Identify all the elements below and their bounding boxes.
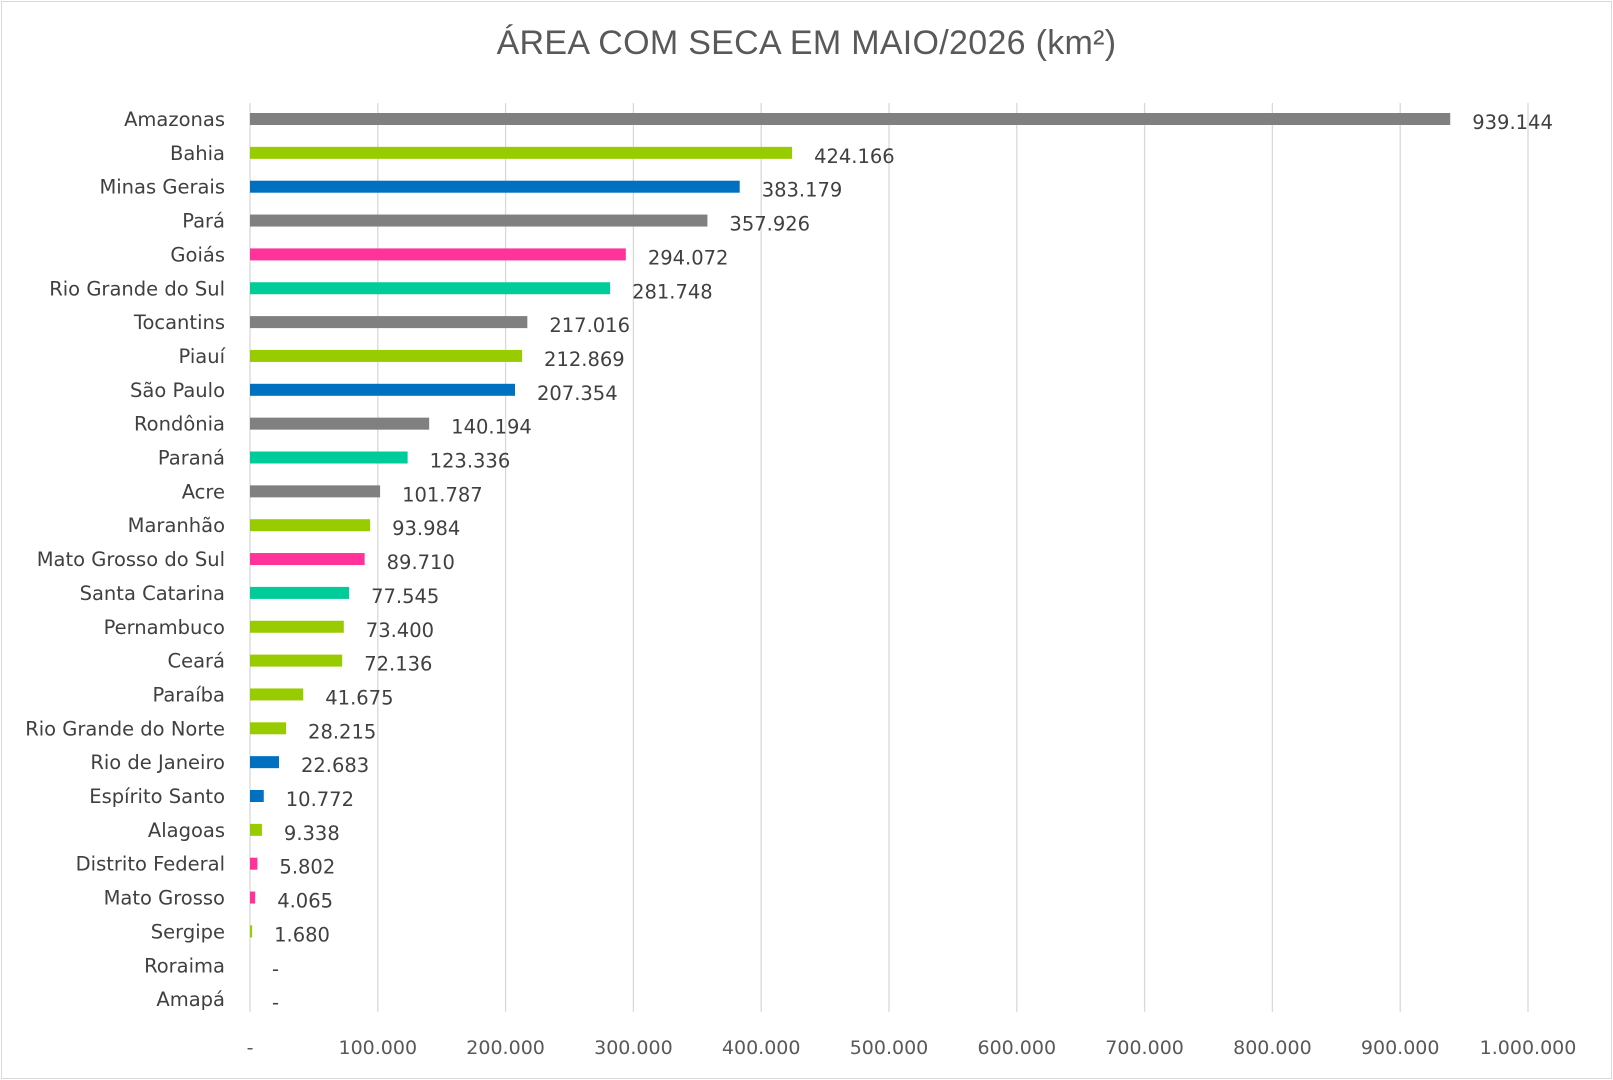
x-tick-label: - xyxy=(247,1037,254,1059)
gridlines xyxy=(249,103,1529,1012)
category-label: Minas Gerais xyxy=(99,176,225,199)
data-label: 207.354 xyxy=(537,382,618,405)
data-label: 424.166 xyxy=(814,145,895,168)
x-tick-label: 900.000 xyxy=(1361,1037,1440,1059)
bar xyxy=(250,451,408,464)
data-label: 212.869 xyxy=(544,348,625,371)
category-label: Sergipe xyxy=(151,920,225,943)
data-label: 281.748 xyxy=(632,280,713,303)
category-label: Tocantins xyxy=(133,311,225,334)
category-label: Paraná xyxy=(158,447,225,470)
data-label: 217.016 xyxy=(549,314,630,337)
data-label: 28.215 xyxy=(308,720,376,743)
data-label: 10.772 xyxy=(286,788,354,811)
bar xyxy=(250,857,258,870)
x-tick-label: 300.000 xyxy=(594,1037,673,1059)
x-tick-label: 600.000 xyxy=(978,1037,1057,1059)
category-labels: Amazonas Bahia Minas Gerais Pará Goiás Rio Gr… xyxy=(25,108,225,1011)
bar xyxy=(250,654,343,667)
bar xyxy=(250,113,1451,125)
x-axis-ticks: - 100.000 200.000 300.000 400.000 500.000 600.… xyxy=(247,1037,1577,1059)
category-label: Espírito Santo xyxy=(89,785,225,808)
x-tick-label: 500.000 xyxy=(850,1037,929,1059)
data-label: 4.065 xyxy=(277,890,333,913)
category-label: Ceará xyxy=(167,650,225,673)
category-label: Santa Catarina xyxy=(80,582,225,605)
bars xyxy=(250,113,1451,938)
bar xyxy=(250,519,371,532)
category-label: Goiás xyxy=(170,243,225,266)
bar xyxy=(250,553,365,566)
data-label: 77.545 xyxy=(371,585,439,608)
category-label: Bahia xyxy=(170,142,225,165)
bar xyxy=(250,586,350,599)
bar xyxy=(250,485,381,498)
bar xyxy=(250,790,264,802)
data-label: 939.144 xyxy=(1472,111,1553,134)
data-label: 294.072 xyxy=(648,246,729,269)
category-label: Acre xyxy=(182,480,225,503)
data-label: 5.802 xyxy=(279,856,335,879)
data-label: 123.336 xyxy=(430,450,511,473)
data-label: - xyxy=(272,991,279,1014)
category-label: Paraíba xyxy=(152,683,225,706)
bar xyxy=(250,620,344,633)
bar xyxy=(250,282,611,295)
bar xyxy=(250,823,262,836)
category-label: Pará xyxy=(182,210,225,233)
x-tick-label: 800.000 xyxy=(1233,1037,1312,1059)
data-label: - xyxy=(272,957,279,980)
bar xyxy=(250,925,253,938)
category-label: Amazonas xyxy=(124,108,225,131)
bar xyxy=(250,214,708,227)
category-label: Mato Grosso do Sul xyxy=(37,548,225,571)
bar xyxy=(250,688,304,701)
data-label: 72.136 xyxy=(364,653,432,676)
x-tick-label: 1.000.000 xyxy=(1480,1037,1577,1059)
category-label: Pernambuco xyxy=(104,616,225,639)
bar xyxy=(250,146,793,159)
category-label: Rio Grande do Sul xyxy=(49,277,225,300)
category-label: Distrito Federal xyxy=(76,853,225,876)
chart-title: ÁREA COM SECA EM MAIO/2026 (km²) xyxy=(496,24,1117,62)
data-label: 89.710 xyxy=(387,551,455,574)
data-label: 101.787 xyxy=(402,483,483,506)
category-label: Roraima xyxy=(144,954,225,977)
category-label: Rio de Janeiro xyxy=(90,751,225,774)
category-label: Rio Grande do Norte xyxy=(25,717,225,740)
data-label: 22.683 xyxy=(301,754,369,777)
data-label: 140.194 xyxy=(451,416,532,439)
data-label: 41.675 xyxy=(325,686,393,709)
data-label: 1.680 xyxy=(274,923,330,946)
x-tick-label: 400.000 xyxy=(722,1037,801,1059)
category-label: Mato Grosso xyxy=(104,887,225,910)
bar xyxy=(250,383,515,396)
data-label: 9.338 xyxy=(284,822,340,845)
category-label: Rondônia xyxy=(134,413,225,436)
bar xyxy=(250,248,626,261)
bar xyxy=(250,722,287,735)
bar xyxy=(250,417,430,430)
category-label: Piauí xyxy=(179,345,226,368)
bar xyxy=(250,891,256,904)
category-label: São Paulo xyxy=(130,379,225,402)
category-label: Alagoas xyxy=(148,819,225,842)
category-label: Maranhão xyxy=(128,514,225,537)
category-label: Amapá xyxy=(156,988,225,1011)
x-tick-label: 100.000 xyxy=(339,1037,418,1059)
bar xyxy=(250,180,740,193)
bar xyxy=(250,756,279,769)
data-label: 357.926 xyxy=(729,213,810,236)
x-tick-label: 200.000 xyxy=(466,1037,545,1059)
data-label: 93.984 xyxy=(392,517,460,540)
x-tick-label: 700.000 xyxy=(1105,1037,1184,1059)
bar xyxy=(250,316,528,329)
data-label: 383.179 xyxy=(762,179,843,202)
data-label: 73.400 xyxy=(366,619,434,642)
bar xyxy=(250,349,523,362)
